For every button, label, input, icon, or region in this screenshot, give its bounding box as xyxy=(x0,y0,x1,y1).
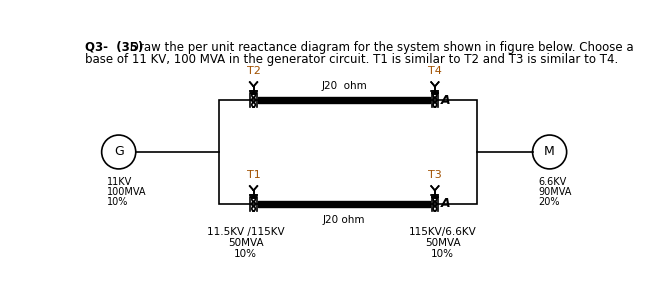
Text: T3: T3 xyxy=(428,170,442,180)
Text: T2: T2 xyxy=(246,66,261,76)
Text: 11.5KV /115KV: 11.5KV /115KV xyxy=(207,227,285,237)
Text: Draw the per unit reactance diagram for the system shown in figure below. Choose: Draw the per unit reactance diagram for … xyxy=(126,41,633,54)
Text: 10%: 10% xyxy=(234,249,258,259)
Text: T1: T1 xyxy=(246,170,260,180)
Text: 90MVA: 90MVA xyxy=(538,187,571,197)
Text: T4: T4 xyxy=(428,66,442,76)
Text: 6.6KV: 6.6KV xyxy=(538,177,566,187)
Text: Q3-  (35): Q3- (35) xyxy=(85,41,143,54)
Text: 11KV: 11KV xyxy=(107,177,132,187)
Text: 10%: 10% xyxy=(107,197,128,207)
Text: A: A xyxy=(441,94,451,107)
Text: A: A xyxy=(441,198,451,211)
Text: 50MVA: 50MVA xyxy=(425,238,460,248)
Text: 100MVA: 100MVA xyxy=(107,187,147,197)
Text: 20%: 20% xyxy=(538,197,559,207)
Text: J20  ohm: J20 ohm xyxy=(321,81,367,91)
Text: base of 11 KV, 100 MVA in the generator circuit. T1 is similar to T2 and T3 is s: base of 11 KV, 100 MVA in the generator … xyxy=(85,53,619,66)
Text: G: G xyxy=(114,145,124,158)
Text: 50MVA: 50MVA xyxy=(228,238,263,248)
Text: M: M xyxy=(544,145,555,158)
Text: 10%: 10% xyxy=(431,249,454,259)
Text: 115KV/6.6KV: 115KV/6.6KV xyxy=(409,227,477,237)
Text: J20 ohm: J20 ohm xyxy=(323,215,366,225)
